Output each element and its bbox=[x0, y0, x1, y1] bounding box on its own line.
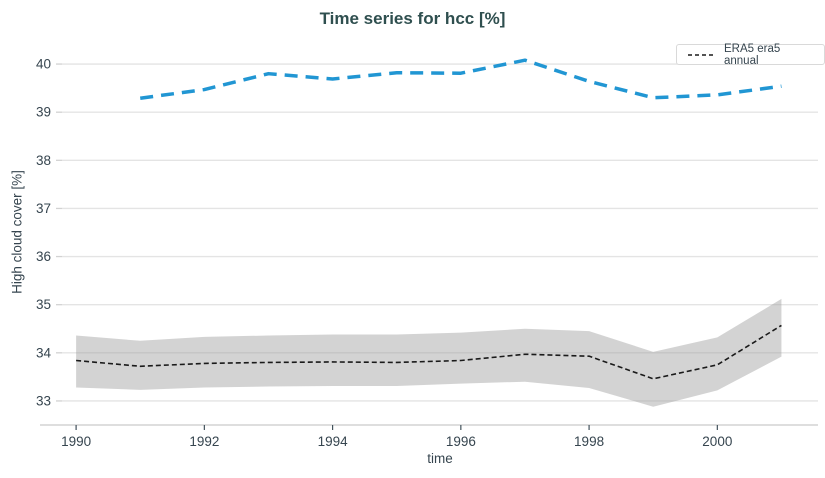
legend-dashed-line-icon bbox=[688, 53, 716, 56]
y-tick-label: 33 bbox=[36, 393, 51, 408]
x-tick-label: 1990 bbox=[61, 434, 91, 449]
y-axis-title: High cloud cover [%] bbox=[9, 170, 25, 294]
y-tick-label: 35 bbox=[36, 297, 51, 312]
y-tick-label: 38 bbox=[36, 153, 51, 168]
y-tick-label: 37 bbox=[36, 201, 51, 216]
chart-title: Time series for hcc [%] bbox=[319, 9, 506, 28]
x-tick-label: 1994 bbox=[318, 434, 349, 449]
y-tick-label: 40 bbox=[36, 57, 51, 72]
x-tick-label: 1992 bbox=[189, 434, 219, 449]
y-tick-label: 34 bbox=[36, 345, 52, 360]
y-tick-label: 39 bbox=[36, 105, 51, 120]
series-line-0 bbox=[76, 324, 782, 380]
x-axis-title: time bbox=[427, 451, 453, 466]
legend-entry-label: ERA5 era5 annual bbox=[723, 42, 781, 67]
y-tick-label: 36 bbox=[36, 249, 51, 264]
x-tick-label: 1996 bbox=[446, 434, 476, 449]
x-tick-label: 2000 bbox=[702, 434, 732, 449]
x-tick-label: 1998 bbox=[574, 434, 604, 449]
confidence-band bbox=[76, 298, 782, 407]
legend[interactable]: ERA5 era5 annual bbox=[676, 42, 825, 67]
series-line-1 bbox=[139, 58, 782, 100]
